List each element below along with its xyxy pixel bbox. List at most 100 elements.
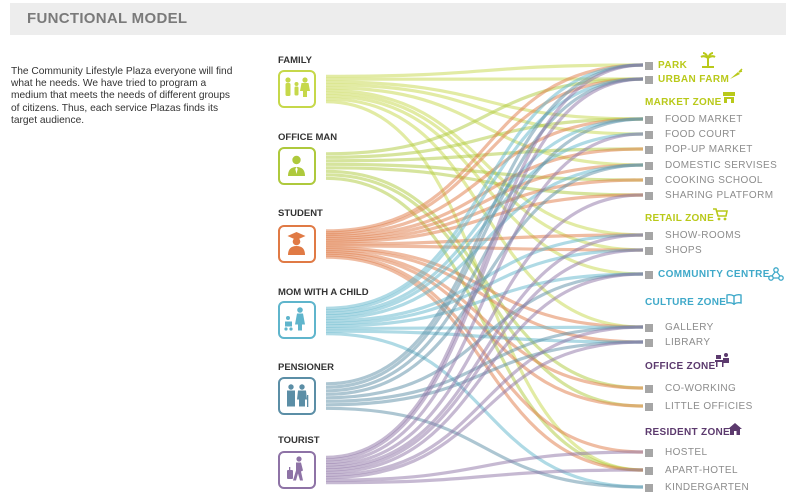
zone-label-office: OFFICE ZONE	[645, 361, 716, 372]
target-label: KINDERGARTEN	[665, 482, 750, 493]
target-label: APART-HOTEL	[665, 465, 738, 476]
zone-label-urban-farm: URBAN FARM	[658, 74, 730, 85]
flow-link	[325, 86, 644, 167]
flow-link	[325, 163, 644, 321]
student-icon	[278, 225, 316, 263]
target-marker	[645, 116, 653, 124]
flow-link	[325, 173, 644, 408]
zone-label-culture: CULTURE ZONE	[645, 297, 727, 308]
flow-link	[325, 63, 644, 78]
target-label: FOOD COURT	[665, 129, 737, 140]
target-marker	[645, 192, 653, 200]
flow-link	[325, 117, 644, 159]
target-marker	[645, 467, 653, 475]
flow-link	[325, 63, 644, 459]
palm-tree-icon	[700, 52, 716, 68]
office-desk-icon	[715, 353, 729, 367]
target-marker	[645, 385, 653, 393]
target-label: COOKING SCHOOL	[665, 175, 763, 186]
zone-label-resident: RESIDENT ZONE	[645, 427, 731, 438]
office-man-icon	[278, 147, 316, 185]
shopping-cart-icon	[713, 208, 728, 221]
target-label: CO-WORKING	[665, 383, 737, 394]
target-marker	[645, 271, 653, 279]
target-label: FOOD MARKET	[665, 114, 743, 125]
flow-link	[325, 77, 644, 389]
flow-link	[325, 163, 644, 396]
flow-link	[325, 325, 644, 403]
flow-link	[325, 450, 644, 482]
zone-label-park: PARK	[658, 60, 688, 71]
target-marker	[645, 62, 653, 70]
target-label: SHOPS	[665, 245, 703, 256]
flow-link	[325, 132, 644, 464]
target-label: SHARING PLATFORM	[665, 190, 774, 201]
flow-link	[325, 117, 644, 237]
source-label-family: FAMILY	[278, 55, 312, 66]
flow-link	[325, 468, 644, 485]
market-icon	[723, 92, 735, 103]
target-marker	[645, 162, 653, 170]
mom-with-child-icon	[278, 301, 316, 339]
source-label-office-man: OFFICE MAN	[278, 132, 338, 143]
zone-label-community: COMMUNITY CENTRE	[658, 269, 770, 280]
target-label: DOMESTIC SERVISES	[665, 160, 778, 171]
target-label: SHOW-ROOMS	[665, 230, 742, 241]
flow-link	[325, 233, 644, 470]
tourist-icon	[278, 451, 316, 489]
flow-link	[325, 63, 644, 386]
target-marker	[645, 324, 653, 332]
target-marker	[645, 449, 653, 457]
zone-label-market: MARKET ZONE	[645, 97, 722, 108]
target-label: HOSTEL	[665, 447, 708, 458]
flow-link	[325, 117, 644, 315]
target-label: LIBRARY	[665, 337, 711, 348]
target-marker	[645, 484, 653, 492]
flow-link	[325, 249, 644, 390]
flow-link	[325, 77, 644, 313]
flow-link	[325, 97, 644, 329]
pensioner-icon	[278, 377, 316, 415]
zone-label-retail: RETAIL ZONE	[645, 213, 715, 224]
flow-link	[325, 340, 644, 480]
flow-link	[325, 272, 644, 400]
flow-link	[325, 63, 644, 310]
source-label-pensioner: PENSIONER	[278, 362, 334, 373]
flow-link	[325, 325, 644, 477]
target-label: POP-UP MARKET	[665, 144, 753, 155]
target-label: GALLERY	[665, 322, 714, 333]
target-marker	[645, 339, 653, 347]
flow-link	[325, 248, 644, 472]
flow-link	[325, 244, 644, 252]
carrot-icon	[730, 68, 743, 79]
house-icon	[728, 423, 742, 435]
flow-link	[325, 117, 644, 393]
open-book-icon	[726, 293, 742, 305]
target-label: LITTLE OFFICIES	[665, 401, 753, 412]
flow-link	[325, 163, 644, 240]
target-marker	[645, 76, 653, 84]
flow-link	[325, 63, 644, 233]
description-text: The Community Lifestyle Plaza everyone w…	[11, 66, 233, 126]
flow-link	[325, 80, 644, 121]
source-label-mom-with-child: MOM WITH A CHILD	[278, 287, 369, 298]
target-marker	[645, 232, 653, 240]
flow-link	[325, 248, 644, 326]
target-marker	[645, 247, 653, 255]
network-icon	[768, 267, 784, 281]
target-marker	[645, 177, 653, 185]
flow-link	[325, 272, 644, 475]
family-icon	[278, 70, 316, 108]
target-marker	[645, 146, 653, 154]
source-label-student: STUDENT	[278, 208, 323, 219]
target-marker	[645, 403, 653, 411]
flow-link	[325, 193, 644, 467]
target-marker	[645, 131, 653, 139]
source-label-tourist: TOURIST	[278, 435, 320, 446]
page-title: FUNCTIONAL MODEL	[27, 10, 188, 27]
flow-link	[325, 88, 644, 237]
flow-link	[325, 162, 644, 182]
title-bar: FUNCTIONAL MODEL	[10, 3, 786, 35]
flow-link	[325, 406, 644, 489]
